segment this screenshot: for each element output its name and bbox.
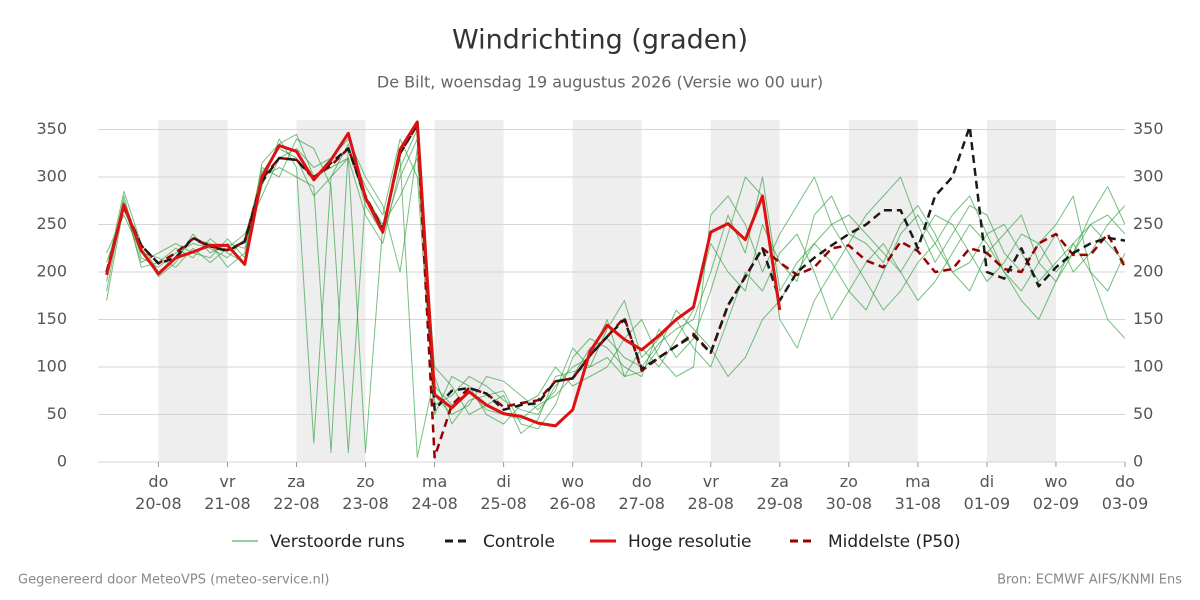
y2-tick-label: 200 [1133,262,1164,281]
legend-label: Middelste (P50) [828,532,961,552]
legend-label: Verstoorde runs [270,532,405,552]
day-band [848,120,918,462]
y-tick-label: 250 [36,214,67,233]
y2-tick-label: 300 [1133,167,1164,186]
y-tick-label: 0 [57,452,67,471]
y-tick-label: 200 [36,262,67,281]
y-tick-label: 50 [47,404,67,423]
x-tick-label: za 29-08 [757,472,804,513]
x-tick-label: do 20-08 [135,472,182,513]
x-tick-label: vr 21-08 [204,472,251,513]
x-tick-label: wo 26-08 [549,472,596,513]
ensemble-line [106,138,1125,453]
x-tick-label: di 25-08 [480,472,527,513]
x-tick-label: wo 02-09 [1033,472,1080,513]
day-band [158,120,228,462]
x-tick-label: za 22-08 [273,472,320,513]
y2-tick-label: 350 [1133,119,1164,138]
y2-tick-label: 250 [1133,214,1164,233]
legend-label: Hoge resolutie [628,532,752,552]
footer-left: Gegenereerd door MeteoVPS (meteo-service… [18,573,329,588]
x-tick-label: do 03-09 [1102,472,1149,513]
x-tick-label: zo 23-08 [342,472,389,513]
series-line [105,120,782,428]
y-tick-label: 150 [36,309,67,328]
x-tick-label: ma 31-08 [895,472,942,513]
legend-label: Controle [483,532,555,552]
y2-tick-label: 100 [1133,357,1164,376]
series-line [105,123,1125,412]
x-tick-label: di 01-09 [964,472,1011,513]
x-tick-label: vr 28-08 [687,472,734,513]
x-tick-label: do 27-08 [618,472,665,513]
y2-tick-label: 150 [1133,309,1164,328]
day-band [434,120,504,462]
chart-title: Windrichting (graden) [452,25,748,56]
y-tick-label: 100 [36,357,67,376]
y-tick-label: 300 [36,167,67,186]
day-band [572,120,642,462]
x-tick-label: zo 30-08 [826,472,873,513]
y2-tick-label: 0 [1133,452,1143,471]
ensemble-line [106,138,1125,434]
footer-right: Bron: ECMWF AIFS/KNMI Ens [997,573,1182,588]
x-tick-label: ma 24-08 [411,472,458,513]
ensemble-line [106,133,1125,453]
y2-tick-label: 50 [1133,404,1153,423]
y-tick-label: 350 [36,119,67,138]
ensemble-line [106,138,1125,458]
chart-subtitle: De Bilt, woensdag 19 augustus 2026 (Vers… [377,73,823,92]
